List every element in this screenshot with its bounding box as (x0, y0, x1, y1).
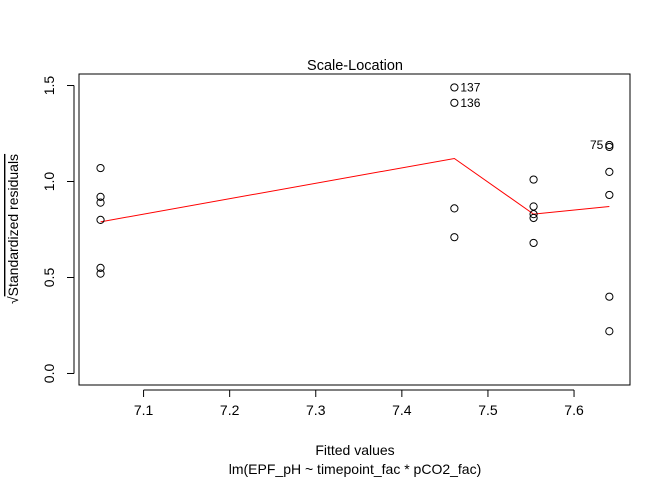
point-label: 75 (590, 138, 604, 152)
data-point (450, 98, 459, 107)
data-point (529, 202, 538, 211)
y-axis-label: √Standardized residuals (5, 154, 21, 304)
y-tick-label: 0.0 (41, 364, 57, 384)
y-tick-label: 0.5 (41, 268, 57, 288)
x-tick-label: 7.1 (134, 402, 154, 418)
y-tick-label: 1.5 (41, 76, 57, 96)
data-point (529, 210, 538, 219)
x-tick-label: 7.5 (478, 402, 498, 418)
model-formula: lm(EPF_pH ~ timepoint_fac * pCO2_fac) (229, 461, 482, 477)
data-point (605, 142, 614, 152)
data-point (605, 167, 614, 177)
data-point (96, 269, 105, 278)
x-tick-label: 7.6 (564, 402, 584, 418)
y-tick-label: 1.0 (41, 172, 57, 192)
data-point (605, 327, 614, 336)
data-point (96, 192, 105, 201)
data-point (96, 263, 105, 272)
data-point (529, 175, 538, 184)
x-tick-label: 7.4 (392, 402, 412, 418)
data-point (96, 215, 105, 225)
data-point (605, 292, 614, 301)
data-point (96, 163, 105, 173)
y-axis-label-text: Standardized residuals (5, 154, 21, 296)
sqrt-symbol: √ (5, 296, 21, 304)
chart-title: Scale-Location (307, 58, 403, 74)
data-point (529, 213, 538, 223)
data-point (450, 204, 459, 213)
axes: 7.1 7.2 7.3 7.4 7.5 7.6 0.0 0.5 1.0 1.5 (41, 76, 584, 418)
x-axis-label: Fitted values (315, 442, 394, 458)
data-point (605, 190, 614, 200)
data-point (450, 233, 459, 242)
point-label: 137 (460, 80, 480, 94)
point-label: 136 (460, 96, 480, 110)
x-tick-label: 7.3 (306, 402, 326, 418)
data-point (450, 83, 459, 92)
smooth-trend-line (100, 157, 610, 223)
data-point (529, 238, 538, 248)
x-tick-label: 7.2 (220, 402, 240, 418)
data-series: 137 136 75 (96, 80, 614, 336)
plot-frame (78, 73, 631, 386)
data-point (96, 198, 105, 207)
